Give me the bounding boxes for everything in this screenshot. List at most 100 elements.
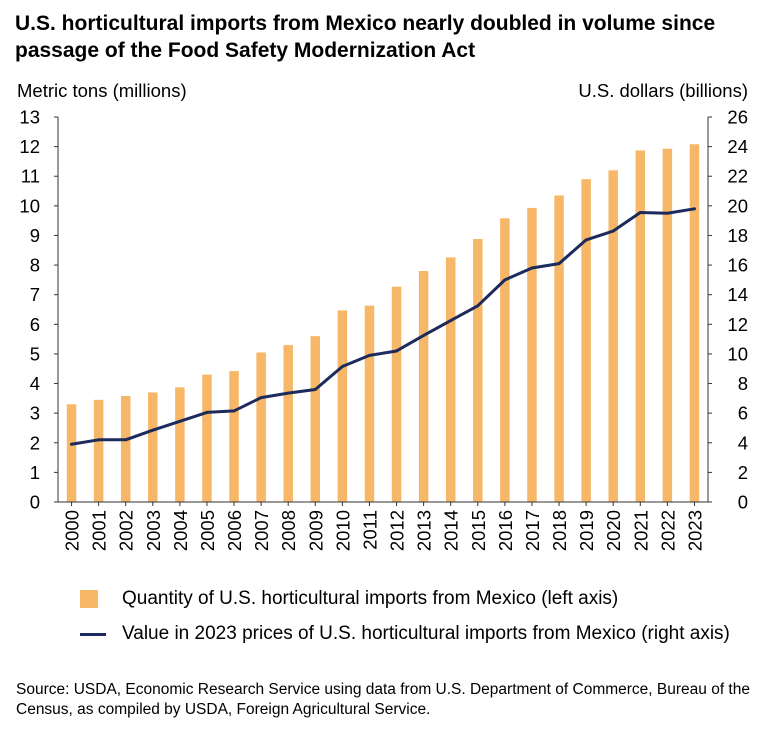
bar-2001 bbox=[93, 399, 104, 502]
x-tick-label-2016: 2016 bbox=[495, 510, 516, 551]
left-tick-label-13: 13 bbox=[19, 107, 40, 128]
value-point-2013 bbox=[422, 334, 426, 337]
bar-2000 bbox=[66, 404, 77, 502]
legend-swatch-line bbox=[80, 633, 106, 636]
right-tick-label-20: 20 bbox=[727, 195, 748, 216]
x-tick-label-2005: 2005 bbox=[197, 510, 218, 551]
x-tick-label-2011: 2011 bbox=[359, 510, 380, 550]
bar-2017 bbox=[527, 207, 537, 503]
x-tick-label-2023: 2023 bbox=[684, 510, 705, 551]
value-point-2019 bbox=[584, 238, 588, 242]
x-tick-label-2017: 2017 bbox=[522, 510, 543, 551]
x-tick-label-2008: 2008 bbox=[278, 510, 299, 551]
legend-label-quantity: Quantity of U.S. horticultural imports f… bbox=[122, 588, 619, 609]
bar-2018 bbox=[554, 195, 564, 503]
source-note: Source: USDA, Economic Research Service … bbox=[16, 681, 750, 718]
chart-title: U.S. horticultural imports from Mexico n… bbox=[15, 12, 716, 62]
bar-2011 bbox=[364, 305, 375, 502]
value-point-2014 bbox=[449, 319, 453, 323]
bar-2012 bbox=[391, 286, 402, 502]
chart-canvas: 0123456789101112130246810121416182022242… bbox=[19, 107, 748, 552]
right-tick-label-6: 6 bbox=[738, 403, 748, 424]
value-point-2005 bbox=[205, 411, 209, 414]
x-tick-label-2007: 2007 bbox=[251, 510, 272, 551]
right-tick-label-14: 14 bbox=[727, 284, 748, 305]
bar-2023 bbox=[689, 144, 700, 502]
legend-item-value: Value in 2023 prices of U.S. horticultur… bbox=[80, 622, 730, 646]
bar-2006 bbox=[229, 371, 239, 502]
left-tick-label-12: 12 bbox=[19, 136, 40, 157]
value-point-2007 bbox=[259, 396, 263, 400]
bar-2022 bbox=[662, 148, 673, 502]
left-tick-label-1: 1 bbox=[30, 462, 40, 483]
x-tick-label-2015: 2015 bbox=[468, 510, 489, 551]
bar-2002 bbox=[120, 395, 131, 502]
value-point-2009 bbox=[313, 388, 317, 391]
value-point-2011 bbox=[368, 354, 371, 357]
x-tick-label-2004: 2004 bbox=[170, 510, 191, 551]
right-tick-label-4: 4 bbox=[738, 432, 748, 453]
left-tick-label-9: 9 bbox=[30, 225, 40, 246]
x-tick-label-2001: 2001 bbox=[89, 510, 110, 551]
bar-2010 bbox=[337, 310, 348, 502]
value-point-2016 bbox=[503, 278, 507, 282]
x-tick-label-2020: 2020 bbox=[603, 510, 624, 551]
right-tick-label-2: 2 bbox=[738, 462, 748, 483]
x-tick-label-2000: 2000 bbox=[62, 510, 83, 551]
left-tick-label-10: 10 bbox=[19, 195, 40, 216]
x-tick-label-2014: 2014 bbox=[441, 510, 462, 551]
value-point-2003 bbox=[151, 428, 155, 432]
bar-2013 bbox=[418, 271, 429, 502]
left-tick-label-8: 8 bbox=[30, 255, 40, 276]
value-point-2004 bbox=[178, 419, 182, 423]
x-tick-label-2019: 2019 bbox=[576, 510, 597, 551]
bar-2014 bbox=[445, 257, 456, 502]
bar-2004 bbox=[175, 387, 185, 502]
value-point-2021 bbox=[638, 211, 642, 214]
right-tick-label-10: 10 bbox=[727, 343, 748, 364]
legend: Quantity of U.S. horticultural imports f… bbox=[80, 587, 730, 646]
right-axis-title: U.S. dollars (billions) bbox=[578, 80, 748, 101]
left-tick-label-11: 11 bbox=[21, 166, 40, 187]
legend-item-quantity: Quantity of U.S. horticultural imports f… bbox=[80, 587, 730, 611]
value-point-2020 bbox=[611, 229, 615, 233]
bar-2003 bbox=[148, 392, 158, 502]
value-point-2006 bbox=[232, 409, 236, 413]
right-tick-label-26: 26 bbox=[727, 107, 748, 128]
tick-labels-group: 0123456789101112130246810121416182022242… bbox=[19, 107, 748, 552]
line-group bbox=[70, 207, 696, 446]
x-tick-label-2022: 2022 bbox=[657, 510, 678, 551]
bar-2019 bbox=[581, 179, 591, 502]
bar-2015 bbox=[473, 239, 483, 502]
value-point-2010 bbox=[340, 365, 344, 368]
left-tick-label-4: 4 bbox=[30, 373, 40, 394]
value-point-2002 bbox=[124, 438, 128, 442]
bar-2005 bbox=[202, 374, 212, 502]
axes-group bbox=[54, 116, 712, 506]
value-point-2008 bbox=[286, 391, 290, 395]
value-point-2012 bbox=[395, 349, 398, 353]
x-tick-label-2010: 2010 bbox=[332, 510, 353, 551]
bar-2007 bbox=[256, 352, 266, 502]
value-point-2000 bbox=[70, 442, 73, 446]
value-point-2018 bbox=[557, 262, 561, 265]
legend-swatch-bar bbox=[80, 590, 98, 608]
x-tick-label-2012: 2012 bbox=[387, 510, 408, 551]
bar-2009 bbox=[310, 336, 321, 502]
bar-2008 bbox=[283, 345, 293, 502]
left-tick-label-2: 2 bbox=[30, 432, 40, 453]
right-tick-label-18: 18 bbox=[727, 225, 748, 246]
bar-2020 bbox=[608, 170, 618, 502]
value-point-2022 bbox=[665, 211, 669, 215]
right-tick-label-12: 12 bbox=[727, 314, 748, 335]
left-tick-label-7: 7 bbox=[30, 284, 40, 305]
value-point-2023 bbox=[693, 207, 696, 211]
right-tick-label-8: 8 bbox=[738, 373, 748, 394]
value-point-2015 bbox=[476, 304, 480, 308]
left-tick-label-6: 6 bbox=[30, 314, 40, 335]
left-axis-title: Metric tons (millions) bbox=[17, 80, 187, 101]
left-tick-label-3: 3 bbox=[30, 403, 40, 424]
x-tick-label-2002: 2002 bbox=[116, 510, 137, 551]
bar-2016 bbox=[500, 218, 510, 502]
x-tick-label-2009: 2009 bbox=[305, 510, 326, 551]
